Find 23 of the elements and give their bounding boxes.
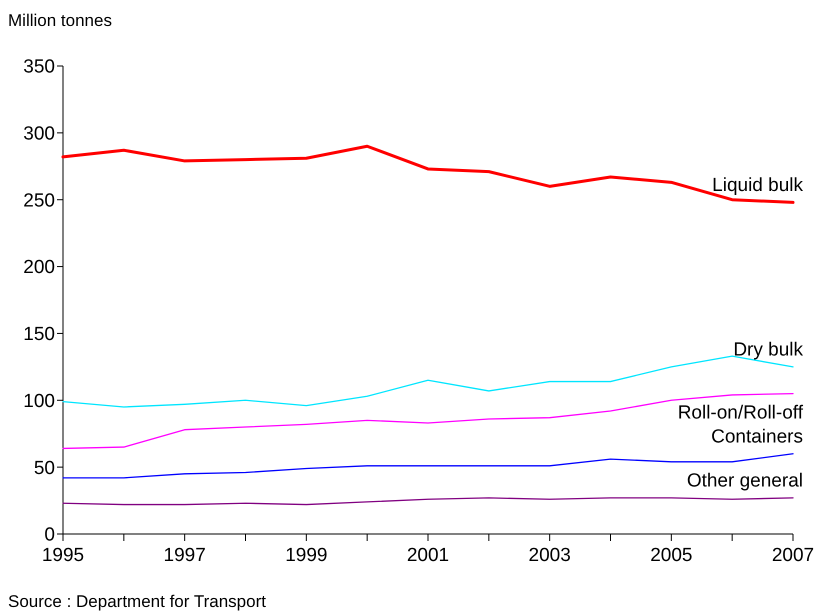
- y-tick-label: 150: [23, 324, 55, 346]
- x-tick-label: 1997: [164, 545, 206, 566]
- source-note: Source : Department for Transport: [8, 592, 266, 611]
- y-tick-label: 350: [23, 56, 55, 78]
- series-label: Dry bulk: [733, 340, 804, 361]
- y-tick-label: 100: [23, 390, 55, 412]
- x-tick-label: 2001: [406, 545, 450, 566]
- series-label: Other general: [686, 470, 803, 492]
- series-label: Containers: [711, 426, 803, 448]
- y-axis-title: Million tonnes: [8, 11, 112, 30]
- y-tick-label: 200: [23, 257, 55, 278]
- series-label: Roll-on/Roll-off: [678, 402, 804, 424]
- x-tick-label: 1999: [285, 545, 328, 566]
- x-tick-label: 2003: [528, 545, 571, 566]
- x-tick-label: 2007: [772, 545, 814, 566]
- x-tick-label: 1995: [42, 545, 84, 566]
- y-tick-label: 50: [34, 458, 55, 479]
- x-tick-label: 2005: [650, 545, 692, 566]
- y-tick-label: 0: [44, 524, 55, 546]
- y-tick-label: 300: [23, 124, 55, 145]
- y-tick-label: 250: [23, 190, 55, 212]
- series-label: Liquid bulk: [712, 175, 804, 196]
- line-series: [62, 497, 794, 506]
